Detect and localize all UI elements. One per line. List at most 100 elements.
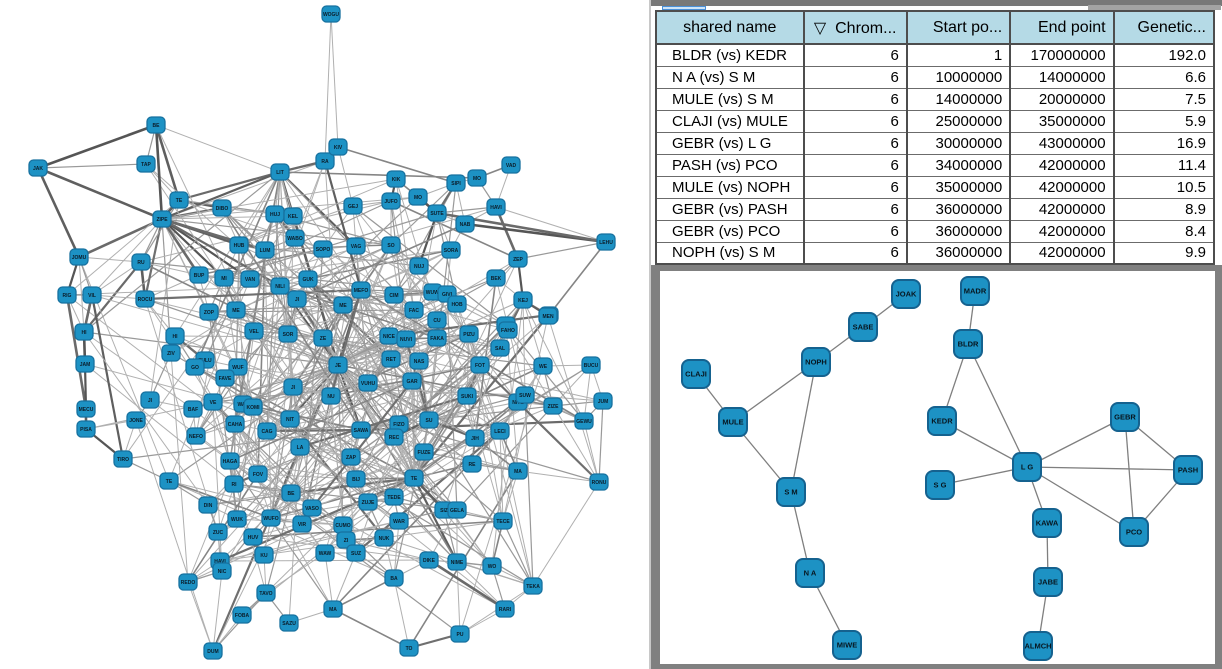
svg-text:ZOP: ZOP: [204, 310, 215, 316]
svg-text:SORA: SORA: [444, 248, 459, 254]
svg-text:S M: S M: [784, 488, 797, 497]
svg-text:CAG: CAG: [261, 429, 272, 435]
svg-text:PU: PU: [457, 632, 464, 638]
svg-text:BEK: BEK: [491, 276, 502, 282]
svg-text:CLAJI: CLAJI: [685, 370, 707, 379]
svg-text:HUV: HUV: [248, 535, 259, 541]
svg-text:ZUJE: ZUJE: [362, 500, 375, 506]
svg-text:MIWE: MIWE: [837, 641, 857, 650]
svg-text:NUVI: NUVI: [400, 337, 413, 343]
svg-text:NU: NU: [327, 394, 335, 400]
svg-text:SUKI: SUKI: [461, 394, 474, 400]
svg-text:BLDR: BLDR: [958, 340, 979, 349]
svg-text:SO: SO: [387, 243, 394, 249]
svg-text:GAR: GAR: [406, 379, 418, 385]
svg-text:BE: BE: [153, 123, 161, 129]
svg-text:HOB: HOB: [451, 302, 463, 308]
svg-text:BIJ: BIJ: [352, 477, 360, 483]
svg-text:ZEP: ZEP: [513, 257, 523, 263]
svg-text:KEJ: KEJ: [518, 298, 528, 304]
svg-text:VIL: VIL: [88, 293, 96, 299]
svg-text:FULU: FULU: [198, 358, 212, 364]
svg-text:SIZ: SIZ: [440, 508, 448, 514]
svg-text:LECI: LECI: [494, 429, 506, 435]
svg-text:GEBR: GEBR: [1114, 413, 1136, 422]
svg-text:KU: KU: [260, 553, 268, 559]
svg-text:SAL: SAL: [495, 346, 505, 352]
svg-text:TEDE: TEDE: [387, 495, 401, 501]
svg-text:WO: WO: [488, 564, 497, 570]
svg-text:LEHU: LEHU: [599, 240, 613, 246]
svg-text:RI: RI: [232, 482, 238, 488]
svg-text:LIT: LIT: [276, 170, 284, 176]
svg-text:TO: TO: [406, 646, 413, 652]
svg-text:ZAP: ZAP: [346, 455, 357, 461]
svg-text:FIZO: FIZO: [393, 422, 404, 428]
svg-text:FAKA: FAKA: [430, 336, 444, 342]
svg-text:KIK: KIK: [392, 177, 401, 183]
svg-text:JI: JI: [148, 398, 153, 404]
svg-text:NIT: NIT: [286, 417, 294, 423]
svg-text:TEKA: TEKA: [526, 584, 540, 590]
svg-text:JI: JI: [295, 297, 300, 303]
svg-text:JE: JE: [335, 363, 342, 369]
svg-text:DIKE: DIKE: [423, 558, 436, 564]
svg-text:MO: MO: [414, 195, 422, 201]
svg-text:FAVE: FAVE: [219, 376, 232, 382]
svg-text:CU: CU: [433, 318, 441, 324]
svg-text:RARI: RARI: [499, 607, 512, 613]
svg-text:WUFO: WUFO: [263, 516, 278, 522]
svg-text:RIG: RIG: [63, 293, 72, 299]
svg-text:RET: RET: [386, 357, 396, 363]
svg-text:FOV: FOV: [253, 472, 264, 478]
svg-text:VAG: VAG: [351, 244, 362, 250]
svg-text:PIZU: PIZU: [463, 332, 475, 338]
svg-text:JUM: JUM: [598, 399, 609, 405]
svg-text:VUHU: VUHU: [361, 381, 376, 387]
svg-text:SUZ: SUZ: [351, 551, 361, 557]
svg-text:KAWA: KAWA: [1036, 519, 1059, 528]
svg-text:HUJ: HUJ: [270, 212, 280, 218]
svg-text:REDO: REDO: [181, 580, 196, 586]
svg-text:RA: RA: [321, 159, 329, 165]
svg-text:CAHA: CAHA: [228, 422, 243, 428]
svg-text:RU: RU: [137, 260, 145, 266]
svg-text:GELA: GELA: [450, 508, 464, 514]
svg-text:MEN: MEN: [542, 314, 554, 320]
svg-text:JOAK: JOAK: [896, 290, 917, 299]
svg-text:WE: WE: [539, 364, 548, 370]
svg-text:KOMI: KOMI: [246, 405, 260, 411]
svg-text:NUK: NUK: [379, 536, 390, 542]
svg-text:TAP: TAP: [141, 162, 151, 168]
svg-text:WABO: WABO: [287, 236, 303, 242]
svg-text:WAR: WAR: [393, 519, 405, 525]
svg-text:JAK: JAK: [33, 166, 43, 172]
svg-text:WOGU: WOGU: [323, 12, 339, 18]
svg-text:TAVO: TAVO: [259, 591, 272, 597]
svg-text:BAF: BAF: [188, 407, 198, 413]
svg-text:HI: HI: [82, 330, 88, 336]
svg-text:LA: LA: [297, 445, 304, 451]
svg-text:WUWI: WUWI: [426, 290, 441, 296]
svg-text:WAW: WAW: [319, 551, 332, 557]
svg-text:SABE: SABE: [853, 323, 874, 332]
svg-text:MA: MA: [329, 607, 337, 613]
svg-text:JUFO: JUFO: [384, 199, 397, 205]
svg-text:TE: TE: [411, 476, 418, 482]
svg-text:DIBO: DIBO: [216, 206, 229, 212]
svg-text:SAZU: SAZU: [282, 621, 296, 627]
svg-text:FAHO: FAHO: [501, 328, 515, 334]
svg-text:VAN: VAN: [245, 277, 256, 283]
svg-text:JI: JI: [291, 385, 296, 391]
svg-text:JONE: JONE: [129, 418, 143, 424]
svg-text:GUK: GUK: [302, 277, 314, 283]
svg-text:FOBA: FOBA: [235, 613, 250, 619]
svg-text:PASH: PASH: [1178, 466, 1198, 475]
svg-text:DUM: DUM: [207, 649, 218, 655]
svg-text:MADR: MADR: [964, 287, 987, 296]
svg-text:WUK: WUK: [231, 517, 243, 523]
svg-text:NEFO: NEFO: [189, 434, 203, 440]
svg-text:NAB: NAB: [460, 222, 471, 228]
svg-text:KEDR: KEDR: [931, 417, 953, 426]
svg-text:PCO: PCO: [1126, 528, 1142, 537]
